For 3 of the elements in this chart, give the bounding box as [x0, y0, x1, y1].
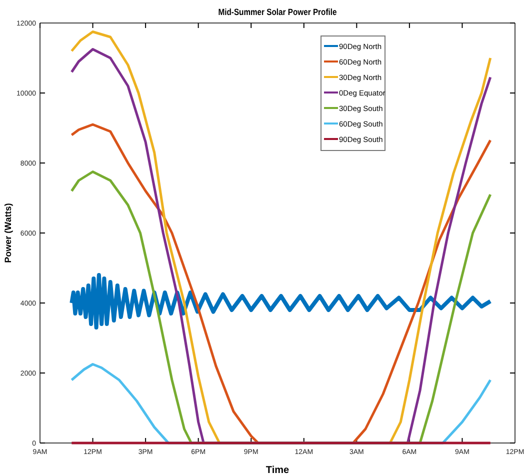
y-axis-title: Power (Watts): [3, 203, 13, 263]
x-axis-title: Time: [266, 465, 290, 476]
chart-title: Mid-Summer Solar Power Profile: [218, 6, 338, 18]
